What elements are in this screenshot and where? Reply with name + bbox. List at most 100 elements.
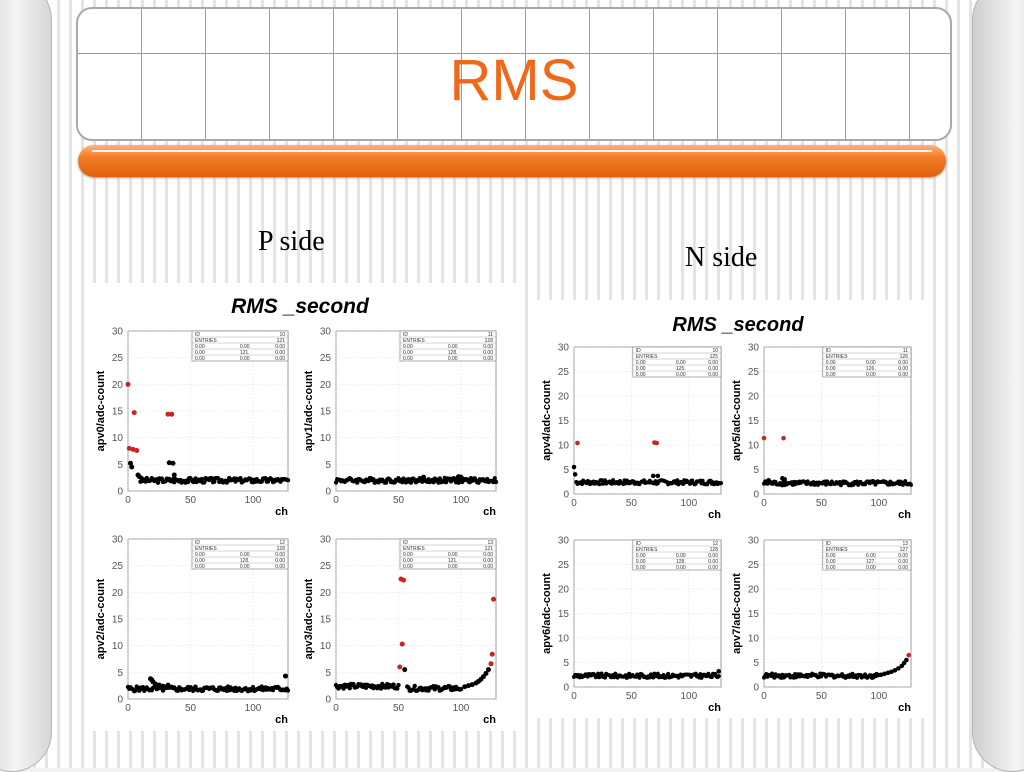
y-tick-label: 0 xyxy=(117,695,123,706)
stats-cell: 0.00 xyxy=(636,553,646,559)
data-point xyxy=(351,681,356,687)
x-axis-label: ch xyxy=(708,702,721,714)
y-tick-label: 15 xyxy=(748,609,760,620)
stats-cell: 0.00 xyxy=(275,552,285,558)
data-point xyxy=(716,674,721,679)
stats-cell: 0.00 xyxy=(483,558,493,564)
stats-cell: 0.00 xyxy=(483,356,493,362)
data-point xyxy=(572,472,578,477)
data-point xyxy=(165,682,171,688)
data-point xyxy=(904,657,909,663)
data-point xyxy=(469,682,475,688)
plot-1: 0 5 10 15 20 25 30 0 50 100 apv1/adc-count ch ID 11 EN… xyxy=(303,327,499,518)
stats-cell: 0.00 xyxy=(195,356,205,362)
x-tick-label: 100 xyxy=(245,703,262,714)
y-tick-label: 5 xyxy=(563,658,569,669)
y-tick-label: 20 xyxy=(558,392,570,403)
stats-cell: 121 xyxy=(485,546,494,552)
x-tick-label: 0 xyxy=(571,691,577,702)
y-tick-label: 10 xyxy=(320,641,332,652)
stats-cell: 128 xyxy=(277,546,286,552)
data-point xyxy=(483,670,489,676)
stats-cell: 0.00 xyxy=(448,552,458,558)
stats-cell: 0.00 xyxy=(483,552,493,558)
stats-cell: ID xyxy=(826,541,831,547)
stats-cell: 0.00 xyxy=(448,356,458,362)
y-tick-label: 0 xyxy=(753,490,759,501)
stats-cell: 0.00 xyxy=(708,559,718,565)
stats-cell: 0.00 xyxy=(195,344,205,350)
data-point xyxy=(285,477,291,483)
title-box: RMS xyxy=(76,7,952,141)
bad-channel-point xyxy=(131,410,137,416)
x-tick-label: 50 xyxy=(185,495,197,506)
bad-channel-point xyxy=(491,596,496,602)
x-tick-label: 50 xyxy=(816,498,828,509)
stats-cell: ID xyxy=(826,348,831,354)
stats-cell: 0.00 xyxy=(898,372,908,378)
stats-cell: ID xyxy=(636,541,641,547)
stats-cell: ENTRIES xyxy=(195,546,217,552)
x-axis-label: ch xyxy=(483,714,496,726)
bad-channel-point xyxy=(125,381,131,387)
x-axis-label: ch xyxy=(708,509,721,521)
stats-cell: 0.00 xyxy=(240,344,250,350)
y-tick-label: 0 xyxy=(325,695,331,706)
stats-cell: ENTRIES xyxy=(403,546,425,552)
data-point xyxy=(666,671,671,676)
y-tick-label: 10 xyxy=(748,634,760,645)
stats-cell: 128 xyxy=(485,338,494,344)
y-tick-label: 5 xyxy=(325,668,331,679)
y-tick-label: 10 xyxy=(320,433,332,444)
y-tick-label: 10 xyxy=(748,441,760,452)
y-axis-label: apv3/adc-count xyxy=(303,578,315,659)
stats-cell: 0.00 xyxy=(636,366,646,372)
slide-title: RMS xyxy=(449,48,579,113)
y-tick-label: 15 xyxy=(748,416,760,427)
x-tick-label: 0 xyxy=(333,495,339,506)
stats-cell: 0.00 xyxy=(866,360,876,366)
y-tick-label: 30 xyxy=(112,327,124,338)
x-tick-label: 100 xyxy=(453,703,470,714)
x-tick-label: 0 xyxy=(761,498,767,509)
orange-divider-bar xyxy=(78,145,946,177)
stats-cell: 0.00 xyxy=(826,565,836,571)
data-point xyxy=(896,666,901,671)
data-point xyxy=(466,683,471,689)
stats-cell: 13 xyxy=(487,540,493,546)
x-tick-label: 50 xyxy=(393,703,405,714)
stats-box-frame xyxy=(191,538,289,570)
bad-channel-point xyxy=(397,664,403,670)
stats-cell: 0.00 xyxy=(826,366,836,372)
x-tick-label: 100 xyxy=(681,691,698,702)
data-point xyxy=(493,479,499,485)
y-tick-label: 15 xyxy=(558,416,570,427)
data-point xyxy=(170,460,176,466)
stats-cell: 0.00 xyxy=(275,344,285,350)
stats-cell: 121 xyxy=(277,338,286,344)
x-tick-label: 100 xyxy=(453,495,470,506)
stats-cell: 0.00 xyxy=(866,553,876,559)
stats-cell: 126 xyxy=(900,354,909,360)
stats-cell: 0.00 xyxy=(448,344,458,350)
data-point xyxy=(395,686,400,691)
data-point xyxy=(462,684,468,690)
stats-cell: 0.00 xyxy=(448,564,458,570)
stats-cell: 0.00 xyxy=(275,356,285,362)
y-tick-label: 10 xyxy=(558,634,570,645)
plot-0: 0 5 10 15 20 25 30 0 50 100 apv0/adc-count ch ID 10 EN… xyxy=(95,327,291,518)
data-point xyxy=(719,481,723,486)
data-point xyxy=(885,670,891,676)
stats-cell: ENTRIES xyxy=(826,354,848,360)
stats-cell: 0.00 xyxy=(676,360,686,366)
y-tick-label: 20 xyxy=(748,585,760,596)
stats-cell: 121. xyxy=(240,350,250,356)
stats-cell: 0.00 xyxy=(826,553,836,559)
y-tick-label: 0 xyxy=(563,683,569,694)
stats-cell: 125. xyxy=(676,366,686,372)
y-tick-label: 25 xyxy=(748,560,760,571)
stats-box-frame xyxy=(632,539,722,571)
data-point xyxy=(347,685,352,691)
data-point xyxy=(209,475,214,481)
